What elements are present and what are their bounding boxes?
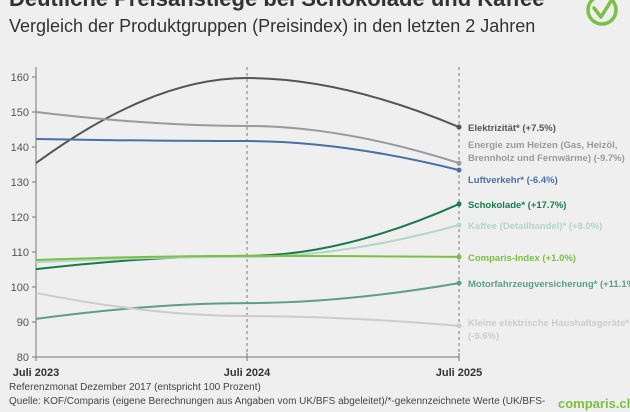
y-tick-label: 100 [11,282,29,294]
check-circle-icon [586,0,618,26]
source-note: Quelle: KOF/Comparis (eigene Berechnunge… [9,396,546,407]
series-line [35,254,460,262]
chart-title: Deutliche Preisanstiege bei Schokolade u… [9,0,545,12]
y-tick-label: 90 [17,317,29,329]
series-label: Luftverkehr* (-6.4%) [468,175,558,186]
series-line [35,224,460,264]
series-label: Motorfahrzeugversicherung* (+11.1%) [468,279,630,290]
series-label: Kaffee (Detailhandel)* (+8.0%) [468,221,602,232]
series-label: Energie zum Heizen (Gas, Heizöl, [468,140,617,151]
series-end-point [456,254,462,260]
reference-note: Referenzmonat Dezember 2017 (entspricht … [9,382,261,393]
y-tick-label: 150 [11,107,29,119]
y-tick-label: 140 [11,142,29,154]
series-line [35,111,460,165]
series-end-point [456,167,462,173]
series-label: Brennholz und Fernwärme) (-9.7%) [468,153,625,164]
chart-subtitle: Vergleich der Produktgruppen (Preisindex… [9,16,536,36]
brand-logo: comparis.ch [558,396,630,411]
series-label: Elektrizität* (+7.5%) [468,123,556,134]
y-tick-label: 160 [11,72,29,84]
series-line [35,291,460,327]
series-label: (-9.6%) [468,331,499,342]
series-end-point [456,201,462,207]
series-line [35,282,460,320]
series-end-point [456,323,462,329]
series-label: Schokolade* (+17.7%) [468,200,566,211]
y-tick-label: 120 [11,212,29,224]
series-label: Kleine elektrische Haushaltsgeräte* [468,318,629,329]
series-line [35,77,460,164]
x-tick-label: Juli 2025 [436,367,482,379]
series-end-point [456,124,462,130]
y-tick-label: 110 [11,247,29,259]
series-label: Comparis-Index (+1.0%) [468,253,576,264]
series-line [35,137,460,172]
y-tick-label: 130 [11,177,29,189]
x-tick-label: Juli 2023 [13,367,59,379]
series-end-point [456,280,462,286]
series-end-point [456,222,462,228]
y-tick-label: 80 [17,352,29,364]
series-end-point [456,160,462,166]
x-tick-label: Juli 2024 [224,367,271,379]
